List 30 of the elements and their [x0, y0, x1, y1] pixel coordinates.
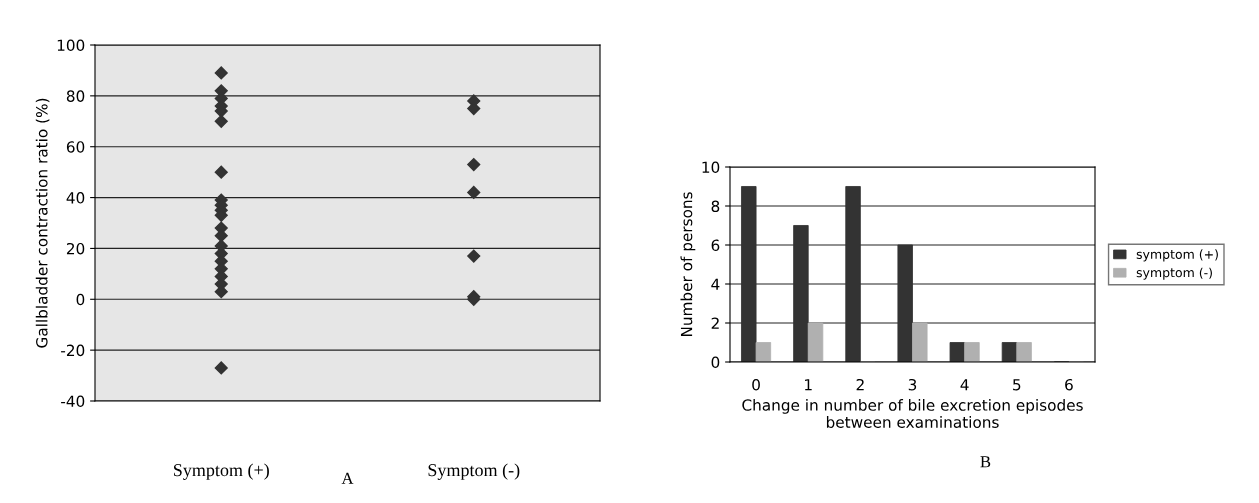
y-axis-title: Number of persons: [680, 192, 696, 337]
y-tick-label: 100: [57, 39, 85, 52]
y-tick-label: 0: [76, 293, 85, 306]
x-tick-label: Symptom (-): [428, 463, 520, 480]
x-tick-label: Symptom (+): [173, 463, 269, 480]
y-tick-label: 80: [66, 90, 85, 102]
y-tick-label: 20: [66, 242, 85, 255]
x-tick-label: 4: [960, 379, 969, 391]
y-tick-label: 4: [711, 278, 720, 290]
y-tick-label: 8: [711, 200, 720, 213]
y-tick-label: -20: [61, 344, 85, 357]
y-tick-label: 0: [711, 356, 720, 369]
text: A: [341, 472, 354, 484]
text: B: [980, 456, 991, 468]
x-tick-label: 2: [856, 378, 864, 391]
y-tick-label: 40: [66, 192, 85, 204]
legend-label: symptom (-): [1136, 267, 1212, 280]
y-tick-label: 2: [711, 317, 719, 329]
y-tick-label: 60: [66, 141, 85, 153]
y-tick-label: 6: [711, 239, 720, 252]
x-tick-label: 0: [752, 378, 760, 391]
y-axis-title: Gallbladder contraction ratio (%): [35, 98, 50, 348]
x-tick-label: 1: [805, 379, 812, 391]
y-tick-label: -40: [61, 395, 85, 408]
x-tick-label: 6: [1065, 378, 1073, 391]
y-tick-label: 10: [702, 161, 720, 174]
x-tick-label: 3: [908, 378, 917, 391]
x-axis-title: Change in number of bile excretion episodes between examinations: [742, 399, 1083, 428]
x-tick-label: 5: [1013, 379, 1021, 391]
legend-label: symptom (+): [1136, 249, 1218, 262]
